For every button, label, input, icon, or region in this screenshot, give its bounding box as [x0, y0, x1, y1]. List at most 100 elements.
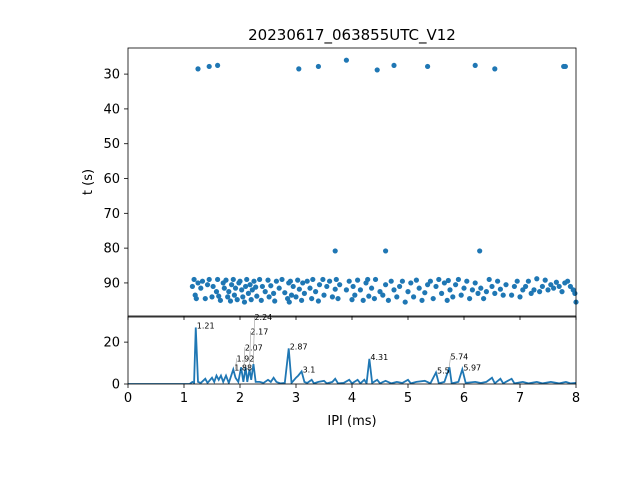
peak-label: 5.97 — [463, 363, 481, 372]
scatter-point — [293, 294, 299, 300]
scatter-point — [295, 277, 301, 283]
scatter-point — [227, 298, 234, 304]
scatter-point — [226, 289, 232, 295]
scatter-point — [296, 66, 302, 72]
x-tick-label: 8 — [572, 391, 580, 406]
scatter-point — [247, 282, 253, 288]
scatter-point — [556, 283, 562, 290]
scatter-point — [288, 292, 295, 298]
scatter-point — [486, 276, 492, 283]
scatter-point — [276, 285, 282, 291]
axes-frame-bottom — [127, 316, 577, 385]
scatter-point — [315, 63, 321, 70]
chart-title: 20230617_063855UTC_V12 — [248, 26, 456, 45]
scatter-point — [300, 280, 306, 286]
scatter-point — [413, 277, 419, 283]
scatter-point — [350, 283, 356, 290]
scatter-point — [215, 62, 221, 69]
scatter-point — [551, 285, 557, 291]
scatter-point — [492, 290, 498, 296]
y-tick-label: 0 — [112, 378, 120, 393]
scatter-point — [383, 248, 389, 254]
x-tick-label: 5 — [404, 391, 412, 406]
scatter-point — [461, 285, 467, 291]
scatter-point — [327, 278, 333, 284]
scatter-point — [213, 289, 220, 295]
scatter-point — [335, 295, 341, 302]
scatter-point — [567, 283, 574, 290]
scatter-point — [397, 283, 403, 290]
peak-label-leader — [249, 331, 251, 370]
peak-label: 2.17 — [251, 327, 269, 336]
x-tick-label: 0 — [124, 391, 132, 406]
scatter-point — [313, 289, 319, 295]
scatter-point — [195, 280, 201, 286]
peak-label: 1.88 — [234, 363, 252, 372]
scatter-point — [234, 297, 240, 303]
scatter-point — [254, 293, 260, 299]
scatter-point — [458, 292, 464, 298]
scatter-point — [206, 276, 212, 283]
scatter-point — [369, 285, 375, 291]
scatter-point — [301, 290, 307, 296]
scatter-point — [371, 295, 377, 302]
scatter-point — [232, 285, 239, 291]
scatter-point — [374, 67, 380, 73]
scatter-point — [209, 294, 215, 300]
scatter-point — [523, 283, 529, 290]
x-axis-label: IPI (ms) — [327, 414, 376, 429]
scatter-point — [475, 290, 481, 296]
scatter-point — [528, 290, 534, 296]
scatter-point — [198, 285, 204, 291]
x-tick-label: 2 — [236, 391, 244, 406]
scatter-point — [315, 298, 321, 304]
scatter-point — [307, 285, 313, 291]
scatter-point — [332, 248, 338, 254]
scatter-point — [430, 295, 436, 302]
peak-label: 2.87 — [290, 342, 308, 351]
scatter-point — [444, 297, 450, 303]
scatter-point — [509, 292, 515, 298]
scatter-point — [562, 63, 568, 70]
scatter-point — [265, 277, 271, 283]
scatter-point — [394, 294, 400, 300]
x-tick-label: 1 — [180, 391, 188, 406]
scatter-point — [565, 278, 571, 284]
scatter-point — [332, 286, 338, 292]
scatter-point — [279, 276, 285, 283]
peak-label-leader — [243, 347, 246, 368]
scatter-point — [534, 276, 540, 282]
scatter-point — [416, 285, 422, 291]
scatter-point — [244, 276, 250, 283]
scatter-point — [241, 299, 248, 305]
scatter-point — [399, 278, 405, 284]
scatter-point — [539, 283, 546, 290]
y-tick-label: 20 — [103, 336, 120, 351]
scatter-point — [210, 283, 216, 290]
y-axis-label-top: t (s) — [81, 169, 96, 195]
scatter-point — [388, 278, 394, 284]
scatter-point — [445, 277, 451, 284]
scatter-point — [377, 289, 383, 295]
scatter-point — [517, 294, 523, 300]
scatter-point — [343, 287, 349, 293]
scatter-point — [223, 277, 229, 283]
histogram-line — [128, 327, 576, 384]
scatter-point — [385, 297, 391, 303]
peak-label: 5.74 — [450, 352, 468, 361]
scatter-point — [383, 282, 389, 288]
y-tick-label: 90 — [103, 276, 120, 291]
y-tick-label: 40 — [103, 102, 120, 117]
scatter-point — [217, 297, 223, 303]
scatter-point — [257, 276, 263, 283]
scatter-point — [320, 276, 326, 283]
peak-label-leader — [235, 358, 237, 370]
y-tick-label: 80 — [103, 242, 120, 257]
scatter-point — [337, 282, 343, 288]
scatter-point — [453, 282, 459, 288]
scatter-point — [520, 287, 526, 293]
scatter-point — [548, 282, 554, 288]
scatter-point — [467, 295, 473, 302]
y-tick-label: 50 — [103, 137, 120, 152]
